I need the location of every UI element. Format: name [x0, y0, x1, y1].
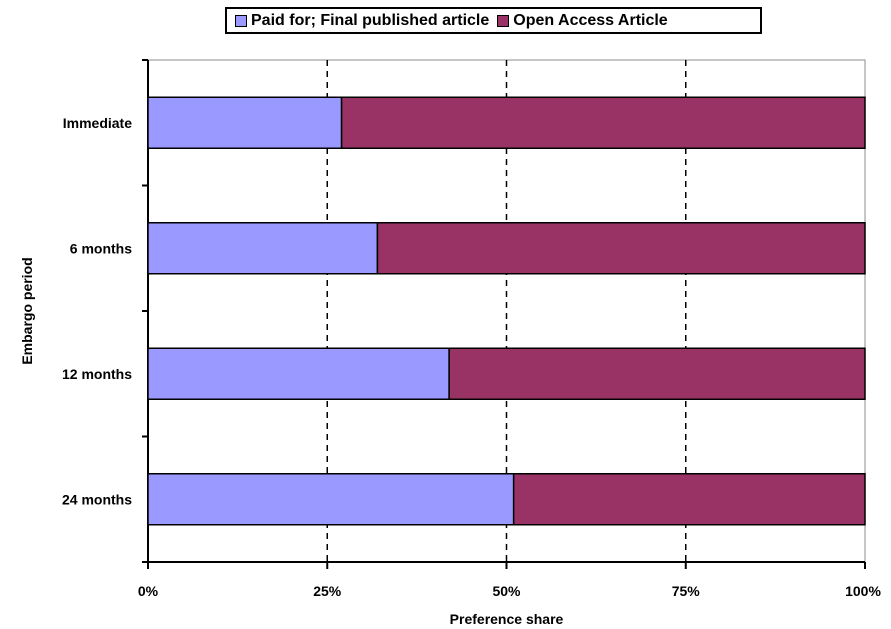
- x-tick-label: 0%: [138, 583, 159, 599]
- bar-paid: [147, 347, 450, 400]
- bar-paid: [147, 473, 515, 526]
- legend-item-paid: Paid for; Final published article: [235, 12, 489, 30]
- bar-paid: [147, 222, 379, 275]
- y-category-label: Immediate: [63, 115, 132, 131]
- bar-open-access: [448, 347, 866, 400]
- legend-item-open-access: Open Access Article: [497, 11, 668, 30]
- y-category-label: 24 months: [62, 491, 132, 507]
- bar-open-access: [340, 96, 866, 149]
- bar-paid: [147, 96, 343, 149]
- x-axis-title: Preference share: [450, 611, 564, 627]
- legend-label-open-access: Open Access Article: [513, 11, 668, 29]
- bar-open-access: [376, 222, 866, 275]
- legend-label-paid: Paid for; Final published article: [251, 11, 490, 29]
- x-tick-label: 100%: [845, 583, 881, 599]
- legend-swatch-open-access: [497, 14, 510, 27]
- y-category-label: 12 months: [62, 366, 132, 382]
- chart-legend: Paid for; Final published article Open A…: [225, 7, 762, 34]
- x-tick-label: 75%: [672, 583, 701, 599]
- legend-swatch-paid: [235, 14, 247, 27]
- bar-open-access: [512, 473, 866, 526]
- x-tick-label: 25%: [313, 583, 342, 599]
- x-tick-label: 50%: [492, 583, 521, 599]
- y-axis-title: Embargo period: [19, 257, 35, 364]
- y-category-label: 6 months: [70, 240, 132, 256]
